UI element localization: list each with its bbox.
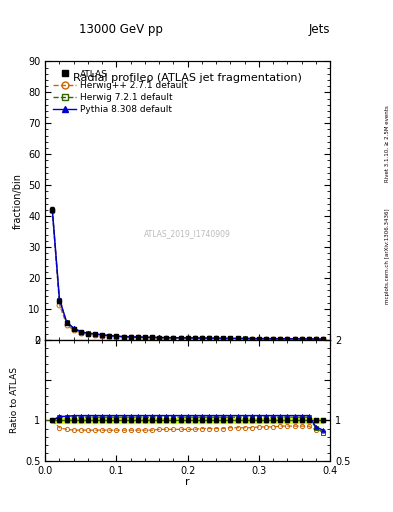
Y-axis label: Ratio to ATLAS: Ratio to ATLAS: [10, 367, 19, 433]
Text: Jets: Jets: [309, 23, 330, 36]
Text: ATLAS_2019_I1740909: ATLAS_2019_I1740909: [144, 229, 231, 239]
Text: Rivet 3.1.10, ≥ 2.5M events: Rivet 3.1.10, ≥ 2.5M events: [385, 105, 389, 182]
Legend: ATLAS, Herwig++ 2.7.1 default, Herwig 7.2.1 default, Pythia 8.308 default: ATLAS, Herwig++ 2.7.1 default, Herwig 7.…: [50, 66, 192, 117]
Y-axis label: fraction/bin: fraction/bin: [13, 173, 22, 229]
Text: mcplots.cern.ch [arXiv:1306.3436]: mcplots.cern.ch [arXiv:1306.3436]: [385, 208, 389, 304]
Text: Radial profileρ (ATLAS jet fragmentation): Radial profileρ (ATLAS jet fragmentation…: [73, 73, 302, 82]
X-axis label: r: r: [185, 477, 190, 487]
Text: 13000 GeV pp: 13000 GeV pp: [79, 23, 162, 36]
